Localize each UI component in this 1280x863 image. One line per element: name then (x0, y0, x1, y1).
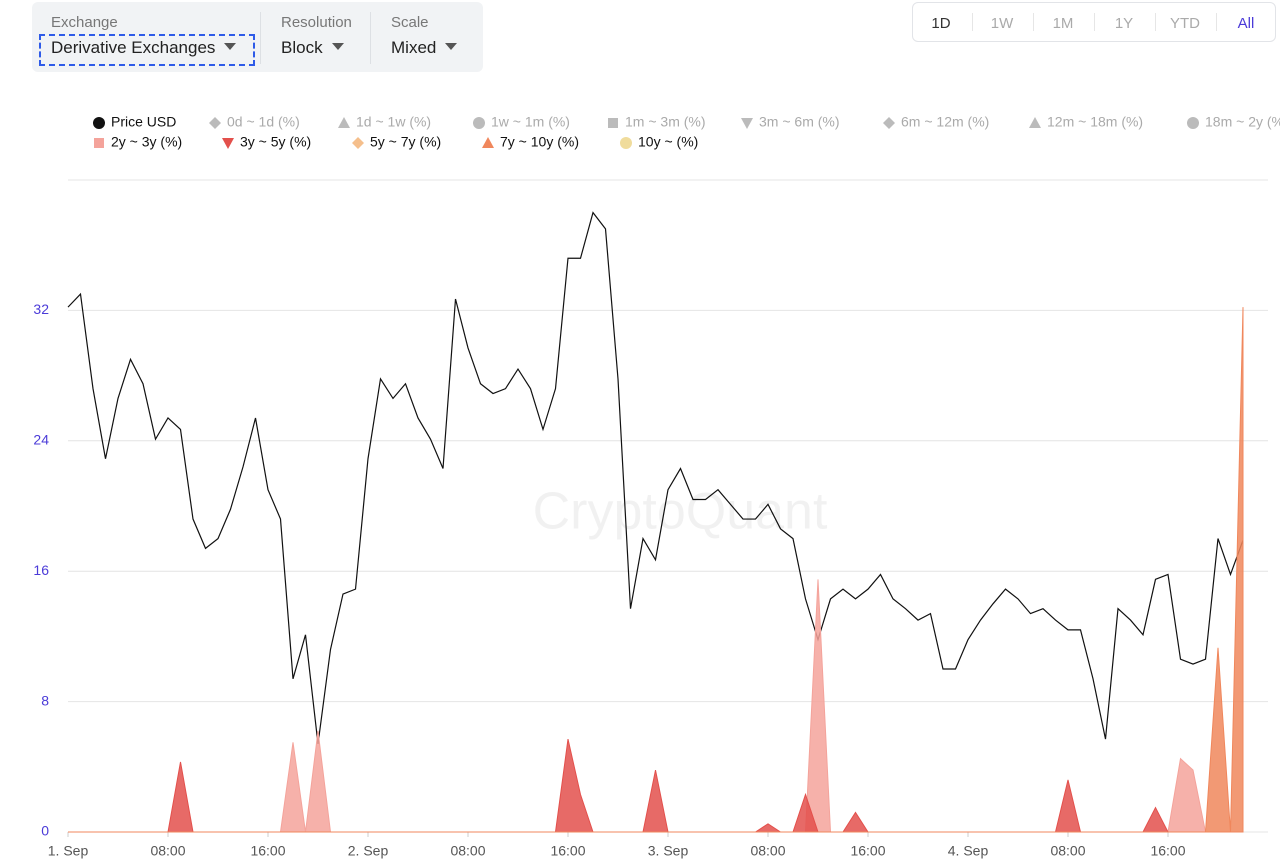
legend-label[interactable]: 2y ~ 3y (%) (111, 134, 182, 150)
range-button[interactable]: 1Y (1114, 15, 1134, 32)
legend-marker (93, 117, 105, 129)
range-button[interactable]: All (1237, 15, 1255, 32)
y-tick-label: 0 (41, 823, 49, 839)
legend-marker (1029, 117, 1041, 128)
legend-marker (1187, 117, 1199, 129)
legend-marker (352, 137, 364, 149)
x-tick-label: 08:00 (1050, 843, 1085, 859)
line (67, 211, 1244, 745)
range-button[interactable]: 1W (990, 15, 1014, 32)
x-tick-label: 16:00 (850, 843, 885, 859)
legend-marker (883, 117, 895, 129)
y-tick-label: 16 (33, 562, 49, 578)
legend-label[interactable]: 6m ~ 12m (%) (901, 114, 989, 130)
separator (972, 13, 973, 31)
x-tick-label: 1. Sep (48, 843, 89, 859)
legend-marker (608, 118, 618, 128)
legend-label[interactable]: 5y ~ 7y (%) (370, 134, 441, 150)
legend-label[interactable]: 3m ~ 6m (%) (759, 114, 840, 130)
legend-label[interactable]: 0d ~ 1d (%) (227, 114, 300, 130)
range-button[interactable]: YTD (1170, 15, 1200, 32)
legend-marker (620, 137, 632, 149)
x-tick-label: 08:00 (450, 843, 485, 859)
legend-label[interactable]: 1d ~ 1w (%) (356, 114, 431, 130)
legend-marker (209, 117, 221, 129)
watermark: CryptoQuant (533, 483, 828, 541)
legend-marker (94, 138, 104, 148)
x-tick-label: 3. Sep (648, 843, 689, 859)
separator (1033, 13, 1034, 31)
control-value[interactable]: Block (281, 38, 344, 58)
legend-label[interactable]: 10y ~ (%) (638, 134, 698, 150)
legend-label[interactable]: Price USD (111, 114, 176, 130)
legend-label[interactable]: 18m ~ 2y (%) (1205, 114, 1280, 130)
legend-marker (473, 117, 485, 129)
x-tick-label: 16:00 (1150, 843, 1185, 859)
control-label: Resolution (281, 14, 352, 31)
x-tick-label: 16:00 (550, 843, 585, 859)
legend-label[interactable]: 1w ~ 1m (%) (491, 114, 570, 130)
legend-label[interactable]: 7y ~ 10y (%) (500, 134, 579, 150)
focus-outline (39, 34, 255, 66)
x-tick-label: 16:00 (250, 843, 285, 859)
area (68, 738, 1243, 833)
x-tick-label: 4. Sep (948, 843, 989, 859)
control-value[interactable]: Derivative Exchanges (51, 38, 236, 58)
x-tick-label: 08:00 (150, 843, 185, 859)
separator (1216, 13, 1217, 31)
separator (260, 12, 261, 64)
control-value[interactable]: Mixed (391, 38, 457, 58)
legend-marker (222, 138, 234, 149)
legend-label[interactable]: 1m ~ 3m (%) (625, 114, 706, 130)
x-tick-label: 2. Sep (348, 843, 389, 859)
area (68, 307, 1244, 833)
range-selector: 1D 1W 1M 1Y YTD All (912, 2, 1276, 42)
y-tick-label: 24 (33, 432, 49, 448)
controls-bar: Exchange Derivative Exchanges Resolution… (32, 2, 483, 72)
legend-marker (338, 117, 350, 128)
legend-marker (482, 137, 494, 148)
legend-label[interactable]: 12m ~ 18m (%) (1047, 114, 1143, 130)
control-label: Exchange (51, 14, 118, 31)
x-tick-label: 08:00 (750, 843, 785, 859)
legend-marker (741, 118, 753, 129)
separator (1155, 13, 1156, 31)
y-tick-label: 32 (33, 301, 49, 317)
separator (1094, 13, 1095, 31)
range-button[interactable]: 1M (1052, 15, 1074, 32)
separator (370, 12, 371, 64)
range-button[interactable]: 1D (931, 15, 951, 32)
legend-label[interactable]: 3y ~ 5y (%) (240, 134, 311, 150)
control-label: Scale (391, 14, 429, 31)
y-tick-label: 8 (41, 692, 49, 708)
